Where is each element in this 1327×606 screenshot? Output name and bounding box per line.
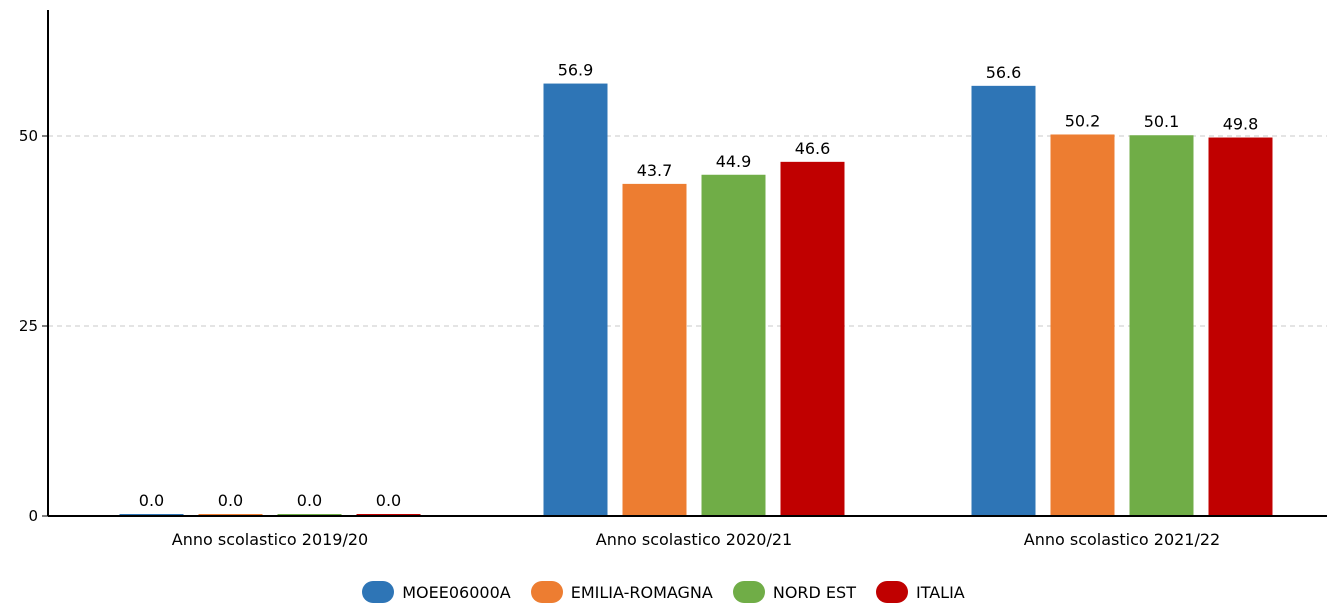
- data-label: 56.9: [558, 61, 594, 80]
- bar: [701, 174, 766, 516]
- category-labels: Anno scolastico 2019/20 Anno scolastico 2…: [172, 530, 1220, 549]
- x-category-label: Anno scolastico 2021/22: [1024, 530, 1220, 549]
- bar-chart: 0 25 50 0.0 0.0 0.0 0.0 56.9 43.7 44.9 46.6 56.6 50…: [19, 10, 1327, 549]
- bars: [119, 83, 1273, 517]
- data-label: 49.8: [1223, 115, 1259, 134]
- legend-item[interactable]: MOEE06000A: [362, 581, 511, 603]
- x-category-label: Anno scolastico 2020/21: [596, 530, 792, 549]
- legend-label: ITALIA: [915, 582, 965, 602]
- x-category-label: Anno scolastico 2019/20: [172, 530, 368, 549]
- legend-swatch: [362, 581, 395, 603]
- legend-item[interactable]: NORD EST: [732, 581, 856, 603]
- legend-label: EMILIA-ROMAGNA: [570, 582, 713, 602]
- data-labels: 0.0 0.0 0.0 0.0 56.9 43.7 44.9 46.6 56.6 50.2 50.1…: [139, 61, 1259, 510]
- legend-swatch: [732, 581, 765, 603]
- data-label: 0.0: [297, 491, 322, 510]
- legend-swatch: [530, 581, 563, 603]
- legend-item[interactable]: ITALIA: [875, 581, 965, 603]
- bar: [543, 83, 608, 516]
- bar: [622, 183, 687, 516]
- data-label: 43.7: [637, 161, 673, 180]
- legend-item[interactable]: EMILIA-ROMAGNA: [530, 581, 713, 603]
- data-label: 0.0: [139, 491, 164, 510]
- bar: [780, 161, 845, 516]
- data-label: 0.0: [218, 491, 243, 510]
- legend-swatch: [875, 581, 908, 603]
- data-label: 56.6: [986, 63, 1022, 82]
- y-axis-ticks: 0 25 50: [19, 127, 48, 525]
- data-label: 50.2: [1065, 111, 1101, 130]
- data-label: 44.9: [716, 152, 752, 171]
- bar: [1050, 134, 1115, 517]
- bar: [1208, 137, 1273, 516]
- bar: [1129, 135, 1194, 517]
- data-label: 0.0: [376, 491, 401, 510]
- y-tick-label: 50: [19, 127, 38, 145]
- chart-legend: MOEE06000A EMILIA-ROMAGNA NORD EST ITALIA: [0, 578, 1327, 606]
- legend-label: MOEE06000A: [402, 582, 511, 602]
- legend-label: NORD EST: [772, 582, 856, 602]
- y-tick-label: 0: [28, 507, 38, 525]
- bar: [971, 85, 1036, 516]
- data-label: 50.1: [1144, 112, 1180, 131]
- data-label: 46.6: [795, 139, 831, 158]
- y-tick-label: 25: [19, 317, 38, 335]
